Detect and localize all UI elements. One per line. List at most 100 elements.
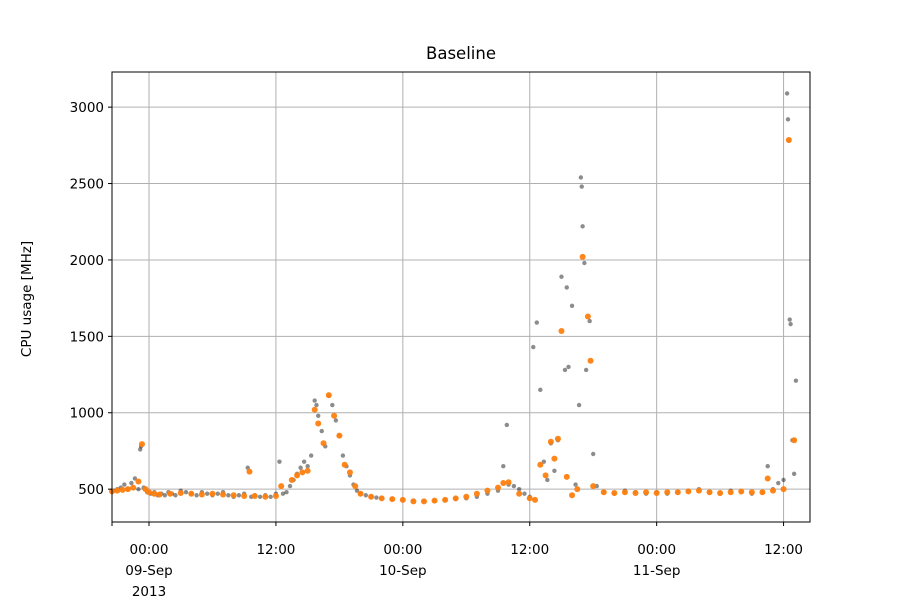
predicted-point xyxy=(151,490,158,497)
predicted-point xyxy=(584,313,591,320)
observed-point xyxy=(531,344,536,350)
observed-point xyxy=(316,413,321,419)
x-tick-label: 10-Sep xyxy=(379,563,427,579)
observed-point xyxy=(330,402,335,408)
observed-point xyxy=(305,464,310,469)
observed-point xyxy=(573,482,578,487)
predicted-point xyxy=(579,253,586,260)
predicted-point xyxy=(146,489,153,496)
predicted-point xyxy=(537,461,544,468)
chart-title: Baseline xyxy=(426,44,496,63)
observed-point xyxy=(204,491,210,496)
observed-point xyxy=(578,175,584,180)
observed-point xyxy=(785,117,791,122)
predicted-point xyxy=(717,489,724,496)
predicted-point xyxy=(611,489,618,496)
observed-point xyxy=(340,453,346,458)
predicted-point xyxy=(500,480,507,487)
predicted-point xyxy=(124,486,131,493)
predicted-point xyxy=(341,461,348,468)
predicted-point xyxy=(167,490,174,497)
predicted-point xyxy=(769,487,776,494)
predicted-point xyxy=(420,498,427,505)
predicted-point xyxy=(311,406,318,413)
observed-point xyxy=(129,480,134,486)
observed-point xyxy=(545,477,550,483)
predicted-point xyxy=(346,469,353,476)
observed-point xyxy=(559,274,564,279)
observed-point xyxy=(569,303,575,308)
predicted-point xyxy=(389,496,396,503)
predicted-point xyxy=(278,483,285,490)
observed-point xyxy=(793,378,799,383)
predicted-point xyxy=(156,491,163,498)
observed-point xyxy=(566,364,571,370)
observed-point xyxy=(314,402,319,408)
predicted-point xyxy=(542,472,549,479)
observed-point xyxy=(501,464,506,469)
observed-point xyxy=(538,387,543,393)
observed-point xyxy=(333,418,339,423)
predicted-point xyxy=(399,496,406,503)
predicted-point xyxy=(643,489,650,496)
observed-point xyxy=(580,224,585,229)
observed-point xyxy=(354,488,360,493)
observed-point xyxy=(319,428,324,434)
x-tick-label: 11-Sep xyxy=(633,563,681,579)
predicted-point xyxy=(325,392,332,399)
observed-point xyxy=(552,468,557,474)
observed-point xyxy=(587,318,592,324)
y-tick-label: 2000 xyxy=(70,253,104,269)
observed-point xyxy=(590,451,596,457)
observed-point xyxy=(257,494,263,499)
observed-point xyxy=(268,494,273,499)
predicted-point xyxy=(748,489,755,496)
observed-point xyxy=(215,491,220,496)
predicted-point xyxy=(484,487,491,494)
predicted-point xyxy=(442,496,449,503)
predicted-point xyxy=(674,489,681,496)
observed-point xyxy=(138,447,143,452)
observed-point xyxy=(236,493,242,498)
y-tick-label: 500 xyxy=(78,482,104,498)
x-tick-label: 00:00 xyxy=(130,542,169,558)
predicted-point xyxy=(695,487,702,494)
predicted-point xyxy=(600,489,607,496)
predicted-point xyxy=(706,489,713,496)
x-tick-label: 09-Sep xyxy=(125,563,173,579)
predicted-point xyxy=(759,489,766,496)
y-tick-label: 1500 xyxy=(70,329,104,345)
observed-point xyxy=(312,398,317,403)
observed-point xyxy=(522,491,527,496)
predicted-point xyxy=(563,473,570,480)
predicted-point xyxy=(569,492,576,499)
predicted-point xyxy=(685,488,692,495)
predicted-point xyxy=(304,467,311,474)
predicted-point xyxy=(653,489,660,496)
x-tick-label: 12:00 xyxy=(510,542,549,558)
predicted-point xyxy=(114,487,121,494)
observed-point xyxy=(576,402,582,408)
predicted-point xyxy=(251,493,258,500)
predicted-point xyxy=(587,357,594,364)
predicted-point xyxy=(558,327,565,334)
predicted-point xyxy=(452,495,459,502)
grid xyxy=(112,72,810,522)
observed-point xyxy=(781,477,786,483)
predicted-point xyxy=(320,440,327,447)
observed-point xyxy=(776,480,781,486)
y-axis-label: CPU usage [MHz] xyxy=(19,241,35,357)
predicted-point xyxy=(119,486,126,493)
observed-point xyxy=(765,464,770,469)
observed-point xyxy=(132,476,138,481)
observed-point xyxy=(173,493,178,498)
predicted-point xyxy=(764,475,771,482)
predicted-point xyxy=(785,136,792,143)
observed-point xyxy=(562,367,568,373)
predicted-point xyxy=(473,490,480,497)
predicted-point xyxy=(547,438,554,445)
predicted-point xyxy=(272,493,279,500)
predicted-point xyxy=(198,491,205,498)
y-tick-label: 3000 xyxy=(70,100,104,116)
